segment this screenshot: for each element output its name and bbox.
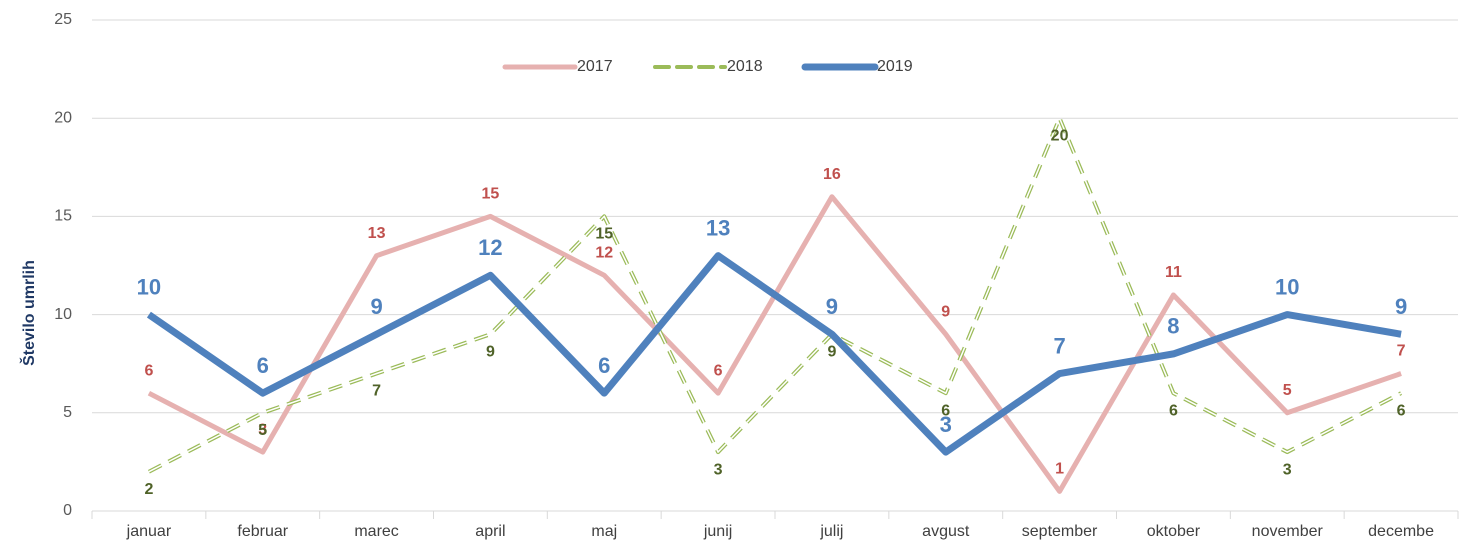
data-label: 6: [941, 402, 950, 419]
data-label: 6: [598, 353, 610, 378]
data-label: 16: [823, 166, 841, 183]
y-tick-label: 25: [54, 11, 72, 28]
data-label: 9: [486, 343, 495, 360]
data-label: 3: [1283, 461, 1292, 478]
data-label: 6: [1169, 402, 1178, 419]
y-tick-label: 15: [54, 208, 72, 225]
x-tick-label: marec: [354, 523, 398, 540]
data-label: 7: [1053, 333, 1065, 358]
data-label: 15: [595, 226, 613, 243]
data-label: 10: [137, 274, 161, 299]
x-tick-label: september: [1022, 523, 1098, 540]
data-label: 12: [595, 245, 613, 262]
x-tick-label: junij: [703, 523, 732, 540]
legend-label: 2019: [877, 58, 913, 75]
data-label: 9: [827, 343, 836, 360]
data-label: 9: [370, 294, 382, 319]
data-label: 9: [941, 303, 950, 320]
data-label: 9: [826, 294, 838, 319]
data-label: 6: [144, 362, 153, 379]
y-tick-label: 0: [63, 502, 72, 519]
y-tick-label: 20: [54, 109, 72, 126]
data-label: 9: [1395, 294, 1407, 319]
data-label: 5: [258, 422, 267, 439]
y-tick-label: 10: [54, 306, 72, 323]
data-label: 3: [258, 421, 267, 438]
x-tick-label: julij: [819, 523, 843, 540]
series-line: [147, 194, 1402, 494]
x-tick-label: april: [475, 523, 505, 540]
x-tick-label: avgust: [922, 523, 970, 540]
legend-label: 2017: [577, 58, 613, 75]
series-line: [146, 252, 1402, 456]
data-label: 12: [478, 235, 502, 260]
data-label: 3: [714, 461, 723, 478]
data-label: 13: [706, 215, 730, 240]
x-tick-label: maj: [591, 523, 617, 540]
x-tick-label: decembe: [1368, 523, 1434, 540]
data-label: 6: [257, 353, 269, 378]
legend-label: 2018: [727, 58, 763, 75]
series-line-inner: [148, 116, 1402, 473]
data-label: 10: [1275, 274, 1299, 299]
data-label: 11: [1165, 264, 1182, 281]
data-label: 20: [1051, 127, 1069, 144]
data-label: 3: [940, 412, 952, 437]
y-tick-label: 5: [63, 404, 72, 421]
data-label: 2: [144, 481, 153, 498]
data-label: 7: [1397, 343, 1406, 360]
data-label: 7: [372, 383, 381, 400]
data-label: 15: [482, 186, 500, 203]
x-tick-label: november: [1252, 523, 1324, 540]
data-label: 8: [1167, 314, 1179, 339]
data-label: 5: [1283, 382, 1292, 399]
x-tick-label: oktober: [1147, 523, 1201, 540]
y-axis-label: Število umrlih: [19, 260, 38, 366]
data-label: 6: [1397, 402, 1406, 419]
data-label: 13: [368, 225, 386, 242]
data-label: 6: [714, 362, 723, 379]
x-tick-label: februar: [237, 523, 288, 540]
x-tick-label: januar: [126, 523, 172, 540]
data-label: 1: [1055, 461, 1064, 478]
